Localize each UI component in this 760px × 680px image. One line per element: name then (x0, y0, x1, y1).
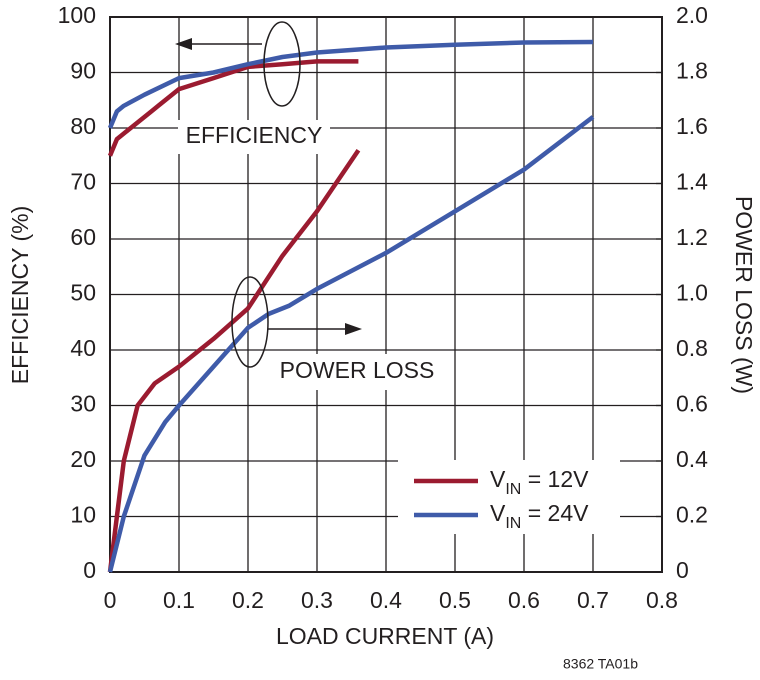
x-tick-label: 0.4 (370, 587, 402, 613)
legend-text: IN (505, 481, 521, 498)
legend-text: = 12V (521, 466, 589, 492)
y2-tick-label: 1.0 (676, 280, 708, 306)
legend-label: VIN = 12V (490, 466, 589, 498)
series-line (107, 39, 594, 129)
series-line (107, 148, 361, 573)
y-tick-label: 0 (83, 557, 96, 583)
y2-tick-label: 2.0 (676, 2, 708, 28)
annotation: POWER LOSS (280, 357, 435, 383)
x-tick-label: 0 (104, 587, 117, 613)
x-tick-label: 0.6 (508, 587, 540, 613)
y2-tick-label: 0.8 (676, 335, 708, 361)
y2-tick-label: 0.6 (676, 391, 708, 417)
x-tick-label: 0.2 (232, 587, 264, 613)
y-tick-label: 80 (70, 113, 96, 139)
y-tick-label: 30 (70, 391, 96, 417)
series-line (107, 115, 595, 573)
y2-axis-label: POWER LOSS (W) (731, 196, 757, 394)
series-line (107, 59, 359, 157)
y2-tick-label: 1.8 (676, 58, 708, 84)
x-tick-label: 0.5 (439, 587, 471, 613)
y-axis-label: EFFICIENCY (%) (7, 206, 33, 384)
legend-label: VIN = 24V (490, 500, 589, 532)
x-tick-label: 0.3 (301, 587, 333, 613)
y2-tick-label: 1.2 (676, 224, 708, 250)
label-background (270, 354, 442, 390)
x-tick-label: 0.1 (163, 587, 195, 613)
x-axis-label: LOAD CURRENT (A) (276, 623, 494, 649)
legend-text: V (490, 500, 506, 526)
figure-id: 8362 TA01b (563, 656, 638, 672)
legend-background (398, 460, 620, 534)
y-tick-label: 70 (70, 169, 96, 195)
x-tick-label: 0.8 (646, 587, 678, 613)
efficiency-ellipse (263, 21, 301, 107)
y2-tick-label: 1.6 (676, 113, 708, 139)
arrow-head (175, 38, 192, 50)
legend-text: = 24V (521, 500, 589, 526)
y2-tick-label: 1.4 (676, 169, 708, 195)
y-tick-label: 90 (70, 58, 96, 84)
y2-tick-label: 0.4 (676, 446, 708, 472)
y2-tick-label: 0 (676, 557, 689, 583)
y-tick-label: 60 (70, 224, 96, 250)
power-loss-ellipse (231, 276, 269, 368)
y-tick-label: 10 (70, 502, 96, 528)
legend-text: IN (505, 515, 521, 532)
annotation: EFFICIENCY (186, 122, 323, 148)
x-tick-label: 0.7 (577, 587, 609, 613)
y-tick-label: 50 (70, 280, 96, 306)
label-background (178, 120, 330, 154)
y-tick-label: 40 (70, 335, 96, 361)
arrow-head (345, 323, 362, 335)
legend-text: V (490, 466, 506, 492)
y-tick-label: 100 (58, 2, 96, 28)
y2-tick-label: 0.2 (676, 502, 708, 528)
y-tick-label: 20 (70, 446, 96, 472)
